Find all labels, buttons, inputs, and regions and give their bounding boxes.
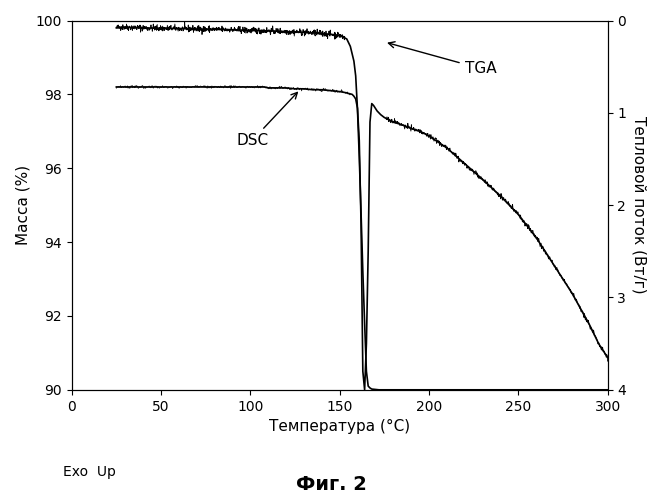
Text: Фиг. 2: Фиг. 2 [295, 475, 367, 494]
Text: DSC: DSC [236, 92, 297, 148]
Text: TGA: TGA [389, 42, 496, 76]
X-axis label: Температура (°C): Температура (°C) [269, 419, 410, 434]
Text: Exo  Up: Exo Up [63, 465, 116, 479]
Y-axis label: Масса (%): Масса (%) [15, 165, 30, 245]
Y-axis label: Тепловой поток (Вт/г): Тепловой поток (Вт/г) [632, 116, 647, 294]
